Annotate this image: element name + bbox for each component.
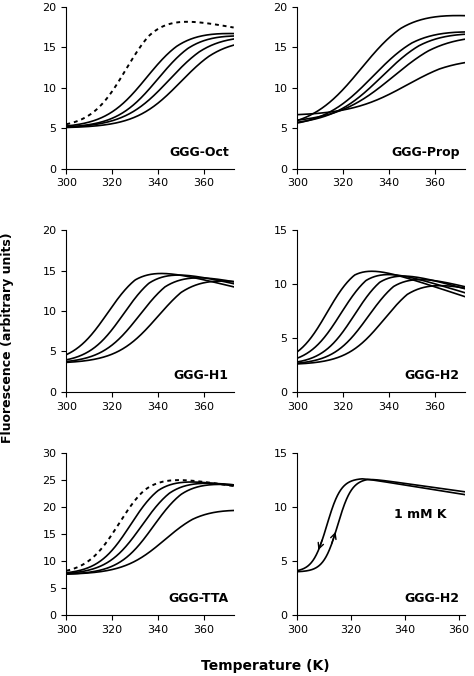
Text: 1 mM K: 1 mM K [394, 508, 447, 521]
Text: GGG-Prop: GGG-Prop [391, 146, 459, 159]
Text: GGG-Oct: GGG-Oct [169, 146, 228, 159]
Text: GGG-H2: GGG-H2 [404, 369, 459, 382]
Text: GGG-TTA: GGG-TTA [169, 592, 228, 606]
Text: GGG-H1: GGG-H1 [173, 369, 228, 382]
Text: GGG-H2: GGG-H2 [404, 592, 459, 606]
Text: Fluorescence (arbitrary units): Fluorescence (arbitrary units) [0, 233, 14, 443]
Text: Temperature (K): Temperature (K) [201, 658, 330, 673]
